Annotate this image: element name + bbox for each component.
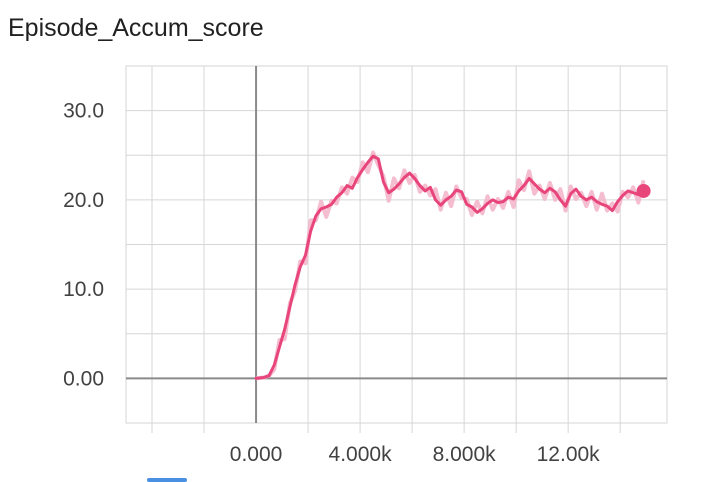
plot-frame [125, 65, 668, 424]
axes [126, 66, 667, 423]
horizontal-scrollbar[interactable] [147, 478, 187, 482]
smoothed-series [254, 154, 651, 380]
y-tick-label: 20.0 [63, 189, 104, 212]
y-tick-label: 30.0 [63, 100, 104, 123]
x-tick-label: 8.000k [433, 443, 497, 466]
tick-labels: 0.00 10.0 20.0 30.0 0.000 4.000k 8.000k 12.00k [63, 100, 600, 466]
chart-title: Episode_Accum_score [8, 14, 264, 42]
raw-series-line [255, 150, 646, 381]
x-tick-label: 4.000k [329, 443, 393, 466]
raw-series [255, 150, 646, 381]
x-tick-label: 0.000 [230, 443, 283, 466]
x-tick-label: 12.00k [537, 443, 601, 466]
grid [125, 65, 668, 433]
y-tick-label: 0.00 [63, 367, 104, 390]
last-point-marker [636, 183, 651, 198]
smoothed-series-line [254, 154, 646, 380]
y-tick-label: 10.0 [63, 278, 104, 301]
